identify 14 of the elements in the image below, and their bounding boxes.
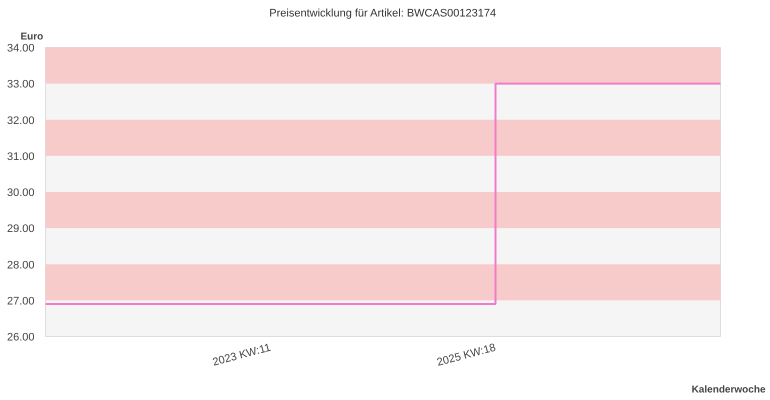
x-tick-label: 2023 KW:11 bbox=[211, 342, 272, 369]
y-tick-label: 26.00 bbox=[6, 332, 35, 344]
y-tick-label: 29.00 bbox=[6, 223, 35, 236]
y-tick-label: 28.00 bbox=[6, 259, 35, 272]
y-tick-label: 30.00 bbox=[6, 187, 35, 199]
y-tick-label: 32.00 bbox=[6, 114, 35, 127]
x-axis-title: Kalenderwoche bbox=[692, 384, 766, 396]
y-axis-title: Euro bbox=[20, 32, 44, 42]
x-tick-label: 2025 KW:18 bbox=[436, 342, 498, 369]
y-tick-label: 31.00 bbox=[6, 150, 35, 163]
y-tick-label: 27.00 bbox=[6, 295, 35, 308]
y-tick-label: 34.00 bbox=[6, 42, 35, 54]
chart-title: Preisentwicklung für Artikel: BWCAS00123174 bbox=[269, 8, 496, 20]
y-tick-label: 33.00 bbox=[6, 78, 35, 91]
